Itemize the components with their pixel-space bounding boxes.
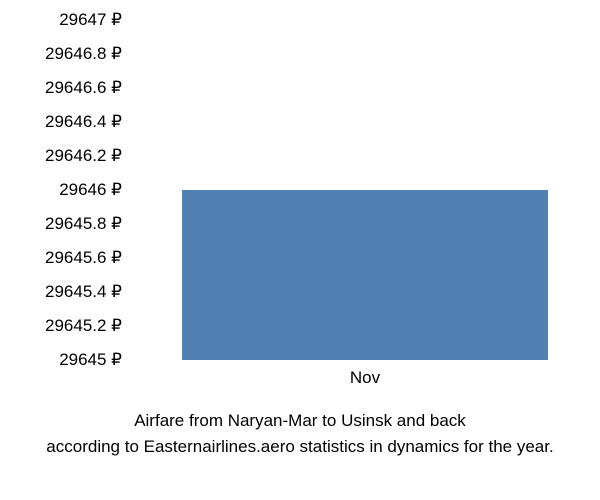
y-tick-label: 29645 ₽ xyxy=(59,350,122,370)
y-tick-label: 29646.6 ₽ xyxy=(45,78,122,98)
y-tick-label: 29645.4 ₽ xyxy=(45,282,122,302)
x-tick-label: Nov xyxy=(350,368,380,388)
y-tick-label: 29646.8 ₽ xyxy=(45,44,122,64)
y-tick-label: 29645.6 ₽ xyxy=(45,248,122,268)
chart-caption-line2: according to Easternairlines.aero statis… xyxy=(0,434,600,460)
y-tick-label: 29647 ₽ xyxy=(59,10,122,30)
y-tick-label: 29645.8 ₽ xyxy=(45,214,122,234)
bar xyxy=(182,190,549,360)
airfare-chart: 29647 ₽29646.8 ₽29646.6 ₽29646.4 ₽29646.… xyxy=(0,20,600,380)
plot-area: Nov xyxy=(130,20,600,360)
y-tick-label: 29646.4 ₽ xyxy=(45,112,122,132)
y-tick-label: 29646.2 ₽ xyxy=(45,146,122,166)
y-tick-label: 29646 ₽ xyxy=(59,180,122,200)
y-axis: 29647 ₽29646.8 ₽29646.6 ₽29646.4 ₽29646.… xyxy=(0,20,130,360)
y-tick-label: 29645.2 ₽ xyxy=(45,316,122,336)
chart-caption-line1: Airfare from Naryan-Mar to Usinsk and ba… xyxy=(0,408,600,434)
